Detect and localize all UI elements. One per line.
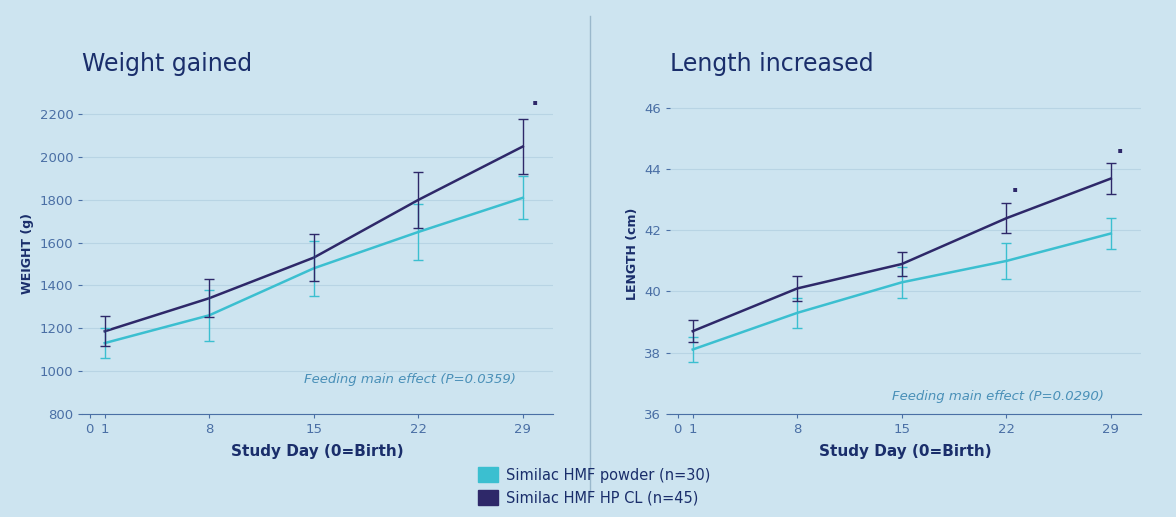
X-axis label: Study Day (0=Birth): Study Day (0=Birth): [820, 444, 991, 459]
Text: Length increased: Length increased: [670, 52, 874, 76]
Text: Feeding main effect (P=0.0359): Feeding main effect (P=0.0359): [303, 373, 515, 386]
Text: ·: ·: [1115, 142, 1124, 162]
Y-axis label: WEIGHT (g): WEIGHT (g): [21, 213, 34, 294]
X-axis label: Study Day (0=Birth): Study Day (0=Birth): [232, 444, 403, 459]
Text: Feeding main effect (P=0.0290): Feeding main effect (P=0.0290): [891, 390, 1103, 403]
Legend: Similac HMF powder (n=30), Similac HMF HP CL (n=45): Similac HMF powder (n=30), Similac HMF H…: [474, 463, 714, 510]
Text: Weight gained: Weight gained: [82, 52, 253, 76]
Text: ·: ·: [1011, 181, 1020, 202]
Text: ·: ·: [530, 95, 539, 114]
Y-axis label: LENGTH (cm): LENGTH (cm): [626, 207, 639, 299]
